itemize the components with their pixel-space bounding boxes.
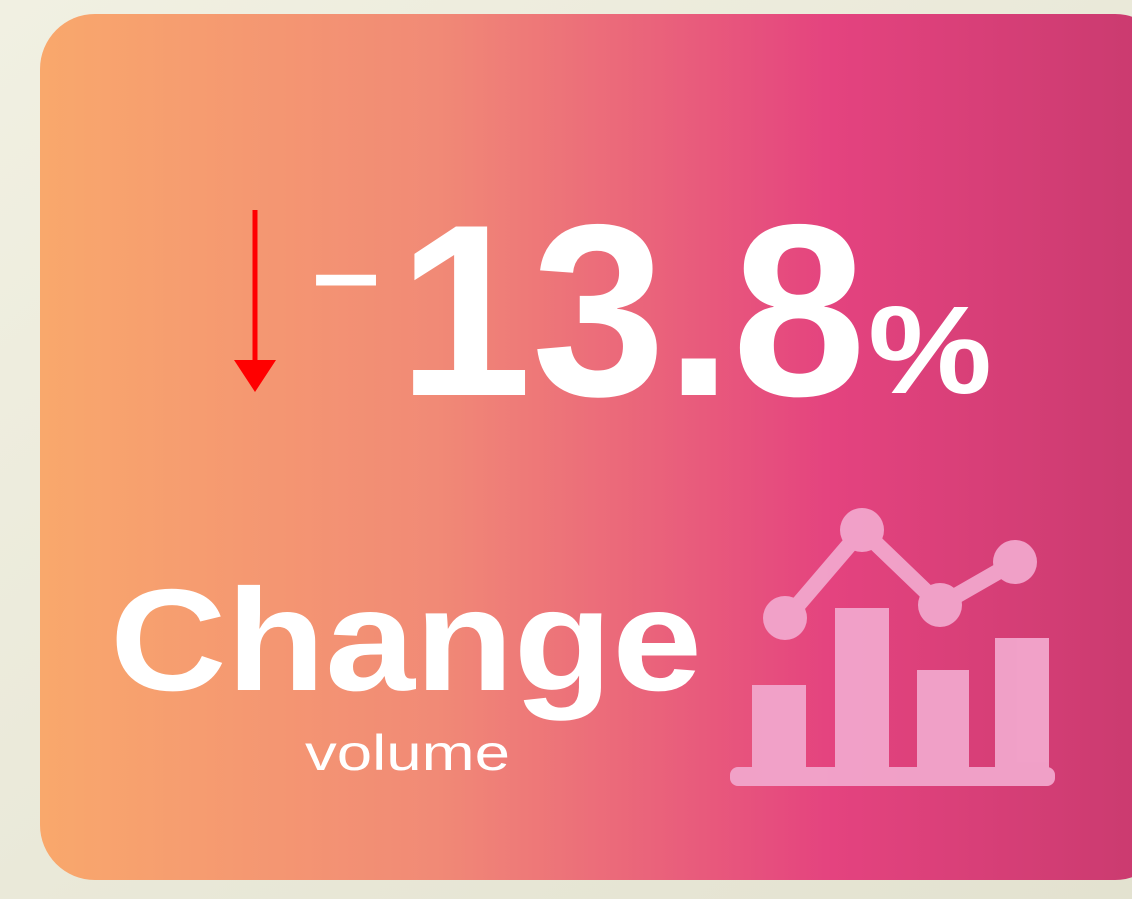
chart-icon [730, 508, 1055, 786]
kpi-sign: − [310, 194, 382, 362]
kpi-sublabel: volume [305, 725, 510, 781]
down-arrow [234, 210, 276, 392]
kpi-unit: % [868, 281, 992, 420]
kpi-value: 13.8 [398, 173, 866, 447]
kpi-label: Change [110, 559, 702, 721]
